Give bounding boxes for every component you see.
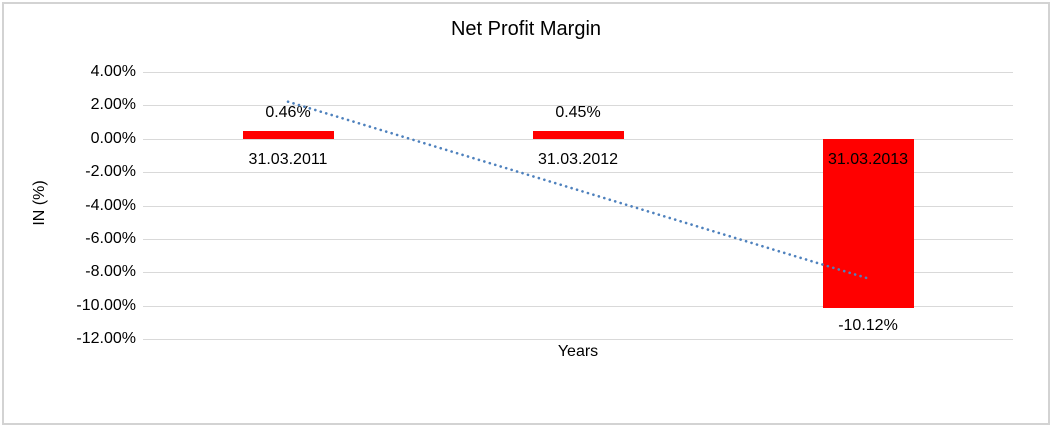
data-label: -10.12% [838,316,898,334]
x-axis-title: Years [557,343,599,360]
gridline [143,305,1013,307]
trendline-path [286,100,870,280]
y-axis-tick-label: -12.00% [76,330,136,348]
category-label: 31.03.2011 [248,150,328,168]
gridline [143,339,1013,341]
y-axis-tick-label: -10.00% [76,296,136,314]
category-label: 31.03.2013 [827,150,909,168]
y-axis-tick-label: -4.00% [85,196,136,214]
y-axis-tick-label: 4.00% [90,63,136,80]
data-label: 0.45% [555,104,601,122]
y-axis-tick-label: 0.00% [90,129,136,147]
data-label: 0.46% [265,104,311,122]
y-axis-tick-label: -6.00% [85,230,136,247]
y-axis-tick-label: 2.00% [90,96,136,114]
category-label: 31.03.2012 [537,150,619,168]
chart-title: Net Profit Margin [450,18,602,40]
y-axis-tick-label: -8.00% [85,263,136,281]
y-axis-tick-label: -2.00% [85,163,136,181]
gridline [143,72,1013,73]
bar-31.03.2012[interactable] [532,131,624,139]
bar-31.03.2011[interactable] [242,131,334,139]
